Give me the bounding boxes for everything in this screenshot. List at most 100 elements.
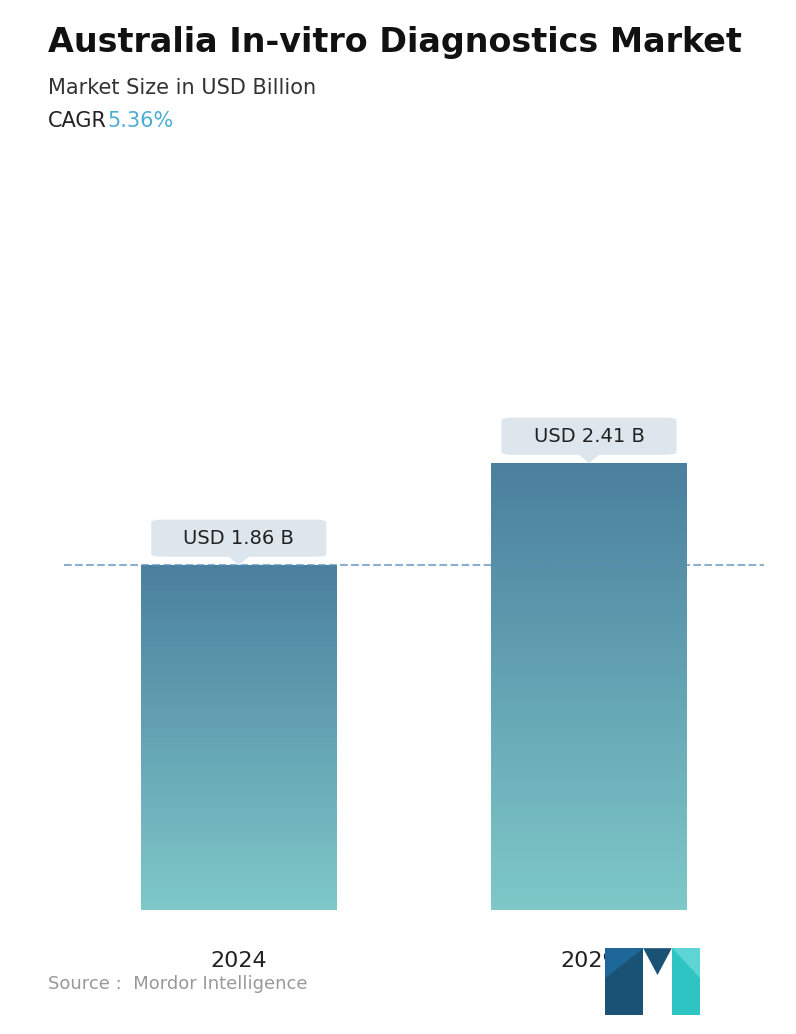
Bar — [491, 794, 687, 795]
Bar — [491, 681, 687, 682]
Bar — [491, 518, 687, 519]
Bar — [491, 586, 687, 587]
Bar — [491, 488, 687, 489]
Bar — [491, 890, 687, 891]
Bar — [491, 813, 687, 814]
Bar — [491, 799, 687, 800]
Bar — [491, 706, 687, 707]
Bar — [491, 734, 687, 735]
Bar — [491, 562, 687, 564]
Bar — [491, 631, 687, 632]
Bar — [491, 711, 687, 712]
Bar — [491, 578, 687, 579]
Bar — [491, 590, 687, 591]
Bar — [491, 682, 687, 683]
Bar — [491, 717, 687, 718]
Bar — [491, 627, 687, 628]
Bar — [491, 642, 687, 643]
Bar — [491, 720, 687, 721]
Bar — [491, 772, 687, 773]
Bar — [491, 766, 687, 767]
Bar — [491, 702, 687, 703]
Bar — [491, 558, 687, 559]
Text: Market Size in USD Billion: Market Size in USD Billion — [48, 78, 316, 97]
Bar — [491, 789, 687, 790]
Bar — [491, 485, 687, 487]
Bar — [491, 859, 687, 860]
Bar — [491, 786, 687, 787]
Bar — [491, 515, 687, 516]
Polygon shape — [672, 948, 700, 978]
Bar — [491, 630, 687, 631]
Bar — [491, 643, 687, 644]
Bar — [491, 828, 687, 829]
Bar — [491, 543, 687, 544]
Bar — [491, 675, 687, 676]
Bar — [491, 614, 687, 615]
Bar — [491, 509, 687, 510]
Bar — [491, 601, 687, 602]
Bar — [491, 866, 687, 868]
Bar — [491, 738, 687, 739]
Bar — [491, 855, 687, 856]
Bar — [491, 556, 687, 557]
Bar — [491, 550, 687, 551]
Bar — [491, 608, 687, 609]
Bar — [491, 470, 687, 473]
Bar — [491, 896, 687, 898]
Bar — [491, 602, 687, 603]
Bar — [491, 592, 687, 594]
Bar — [491, 582, 687, 584]
Bar — [491, 894, 687, 895]
Bar — [491, 895, 687, 896]
Bar — [491, 839, 687, 840]
Bar — [491, 607, 687, 608]
Bar — [491, 834, 687, 835]
FancyBboxPatch shape — [151, 520, 326, 556]
Bar — [491, 503, 687, 504]
Bar — [491, 594, 687, 595]
Bar — [491, 746, 687, 747]
Bar — [491, 767, 687, 768]
Bar — [491, 534, 687, 535]
Bar — [491, 726, 687, 727]
Bar — [491, 797, 687, 798]
Bar — [491, 501, 687, 503]
Bar — [491, 620, 687, 621]
Bar — [491, 774, 687, 776]
Bar — [491, 893, 687, 894]
Bar — [491, 585, 687, 586]
Bar — [491, 483, 687, 484]
Bar — [491, 818, 687, 819]
Bar — [491, 905, 687, 906]
Bar — [491, 846, 687, 848]
Bar — [491, 727, 687, 728]
Bar — [491, 500, 687, 501]
Bar — [491, 493, 687, 494]
Bar — [491, 496, 687, 497]
Bar — [491, 591, 687, 592]
Bar — [491, 676, 687, 677]
Bar — [491, 768, 687, 769]
Bar — [491, 876, 687, 877]
Text: USD 2.41 B: USD 2.41 B — [533, 427, 645, 446]
Bar — [491, 776, 687, 777]
Bar — [491, 906, 687, 907]
Bar — [491, 707, 687, 709]
Bar — [491, 589, 687, 590]
Bar — [491, 646, 687, 647]
Bar — [491, 626, 687, 627]
Bar — [491, 801, 687, 802]
Bar — [491, 899, 687, 900]
Bar — [491, 481, 687, 482]
Bar — [491, 790, 687, 791]
Bar — [491, 479, 687, 480]
Bar — [491, 829, 687, 830]
Bar — [491, 762, 687, 763]
Bar — [491, 632, 687, 633]
Bar — [491, 621, 687, 622]
Bar — [491, 487, 687, 488]
Bar — [491, 704, 687, 705]
Text: Source :  Mordor Intelligence: Source : Mordor Intelligence — [48, 975, 307, 993]
Bar — [491, 787, 687, 788]
